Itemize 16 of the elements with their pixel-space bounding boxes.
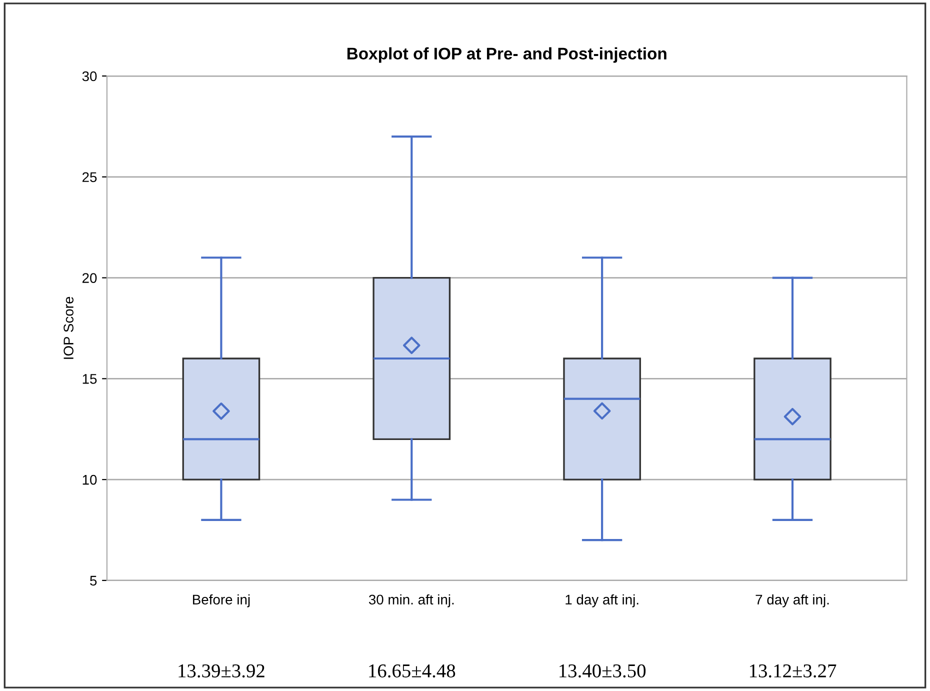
x-tick-label: 1 day aft inj. — [566, 594, 638, 608]
text: 13.39±3.92 — [178, 664, 264, 678]
y-axis-title: IOP Score — [64, 296, 74, 359]
y-tick-label: 15 — [82, 374, 97, 384]
text: 13.12±3.27 — [750, 664, 836, 678]
x-tick-label: 30 min. aft inj. — [368, 594, 454, 608]
y-tick-label: 10 — [82, 474, 97, 485]
y-tick-label: 30 — [82, 71, 97, 82]
y-tick-label: 25 — [82, 172, 97, 182]
y-tick-label: 20 — [82, 273, 97, 283]
text: 16.65±4.48 — [369, 664, 456, 678]
x-tick-label: Before inj — [193, 594, 250, 608]
text: 13.40±3.50 — [560, 664, 646, 678]
y-tick-label: 5 — [90, 576, 97, 586]
x-tick-label: 7 day aft inj. — [756, 594, 829, 608]
chart-title: Boxplot of IOP at Pre- and Post-injection — [347, 47, 666, 63]
